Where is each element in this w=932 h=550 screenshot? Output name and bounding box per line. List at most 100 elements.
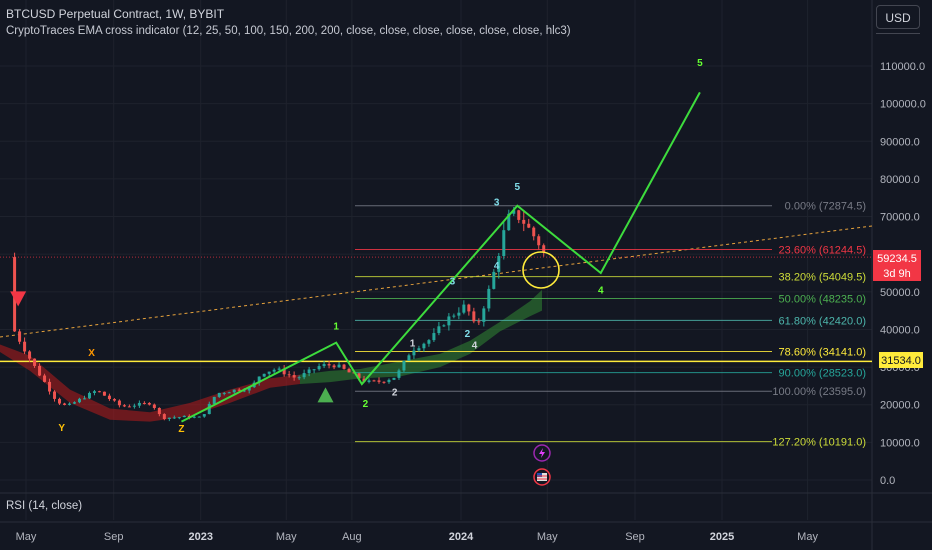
candle-body [432,333,436,341]
price-tick-label: 100000.0 [880,99,926,111]
wave-projection [181,91,701,423]
candle-body [33,358,37,366]
candle-body [28,351,32,359]
candle-body [182,415,186,418]
candle-body [377,380,381,382]
candle-body [537,236,541,246]
candle-body [527,223,531,228]
candle-body [477,321,481,323]
sell-signal-arrow [10,291,27,307]
time-tick-label: May [16,531,37,543]
candle-body [512,210,516,214]
currency-button[interactable]: USD [876,5,920,29]
wave-label: 2 [465,329,471,340]
wave-label: 5 [697,58,703,69]
candle-body [502,230,506,257]
time-tick-label: 2024 [449,531,474,543]
candle-body [172,417,176,419]
wave-label: 4 [598,286,604,297]
candle-body [142,402,146,404]
candle-body [437,326,441,334]
fib-level-label: 23.60% (61244.5) [779,244,866,256]
wave-projection-path [181,91,701,423]
candle-body [157,407,161,415]
event-icons [533,444,551,486]
candle-body [522,219,526,224]
candle-body [417,348,421,351]
candle-body [97,391,101,393]
candle-body [492,271,496,289]
candle-body [342,364,346,369]
time-tick-label: Sep [104,531,124,543]
chart-header: BTCUSD Perpetual Contract, 1W, BYBIT Cry… [6,6,571,40]
time-tick-label: 2023 [188,531,212,543]
level-badge [879,352,923,368]
rsi-pane-label[interactable]: RSI (14, close) [6,500,83,512]
candle-body [247,387,251,391]
wave-label: X [88,348,95,359]
buy-signal-arrow [317,387,334,403]
candle-body [467,304,471,312]
lightning-icon[interactable] [533,444,551,462]
level-badge-text: 31534.0 [881,355,921,367]
candle-body [317,366,321,370]
candle-body [382,381,386,383]
candle-body [23,341,27,352]
candle-body [282,368,286,375]
price-tick-label: 10000.0 [880,437,920,449]
candle-body [367,380,371,382]
candle-body [302,373,306,378]
price-tick-label: 20000.0 [880,400,920,412]
candle-body [117,400,121,406]
price-tick-label: 40000.0 [880,324,920,336]
candle-body [412,350,416,356]
candle-body [312,369,316,371]
candle-body [92,391,96,393]
candle-body [77,398,81,403]
candle-body [152,404,156,408]
candle-body [517,210,521,220]
flag-icon[interactable] [533,468,551,486]
candle-body [162,414,166,419]
countdown-badge [873,266,921,281]
candle-body [197,416,201,418]
dashed-trendline [0,225,873,338]
wave-label: Y [58,423,65,434]
candle-body [452,315,456,317]
candle-body [387,379,391,383]
candle-body [222,392,226,394]
candle-body [447,316,451,326]
price-tick-label: 80000.0 [880,174,920,186]
symbol-title[interactable]: BTCUSD Perpetual Contract, 1W, BYBIT [6,7,225,21]
wave-label: 1 [410,338,416,349]
candle-body [48,381,52,392]
candle-body [327,364,331,366]
candle-body [122,405,126,407]
time-axis[interactable]: May Sep 2023 May Aug 2024 May Sep 2025 May [16,531,819,543]
candle-body [402,360,406,371]
candle-body [212,396,216,404]
candle-body [322,364,326,367]
candle-body [532,227,536,237]
candles [13,207,546,422]
candle-body [457,312,461,316]
indicator-legend[interactable]: CryptoTraces EMA cross indicator (12, 25… [6,25,571,37]
candle-body [272,369,276,372]
price-tick-label: 50000.0 [880,287,920,299]
time-tick-label: 2025 [710,531,734,543]
candle-body [267,371,271,374]
fib-level-label: 90.00% (28523.0) [779,368,866,380]
candle-body [227,392,231,394]
candle-body [307,369,311,374]
candle-body [112,399,116,401]
candle-body [262,373,266,377]
candle-body [147,402,151,405]
candle-body [542,245,546,252]
candle-body [232,389,236,393]
candle-body [462,304,466,313]
ema-ribbon-bullish [300,289,542,385]
wave-label: 1 [333,321,339,332]
highlight-circle [522,251,560,289]
candle-body [472,311,476,322]
